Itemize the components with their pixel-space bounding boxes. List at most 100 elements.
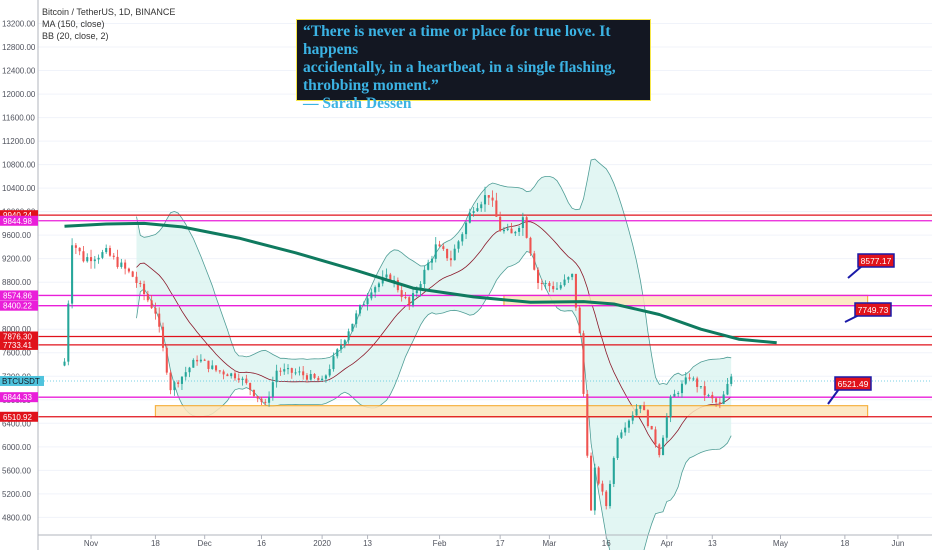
candle-body	[502, 229, 505, 232]
quote-line-3: throbbing moment.”	[303, 77, 439, 94]
candle-body	[692, 378, 695, 380]
candle-body	[510, 228, 513, 234]
candle-body	[567, 277, 570, 280]
candle-body	[74, 245, 77, 248]
candle-body	[559, 285, 562, 289]
candle-body	[184, 372, 187, 377]
candle-body	[340, 345, 343, 350]
candle-body	[370, 292, 373, 299]
candle-body	[139, 283, 142, 285]
candle-body	[249, 383, 252, 390]
candle-body	[230, 373, 233, 377]
candle-body	[279, 370, 282, 372]
x-tick-label: 18	[840, 539, 849, 548]
candle-body	[446, 248, 449, 259]
candle-body	[468, 212, 471, 223]
candle-body	[643, 405, 646, 411]
quote-box[interactable]: “There is never a time or place for true…	[296, 19, 651, 112]
candle-body	[495, 200, 498, 217]
candle-body	[487, 195, 490, 198]
x-tick-label: 17	[496, 539, 505, 548]
candle-body	[518, 228, 521, 232]
candle-body	[536, 269, 540, 284]
candle-body	[218, 370, 221, 372]
candle-body	[101, 252, 104, 258]
y-tick-label: 8800.00	[2, 278, 31, 287]
bollinger-lower	[136, 251, 732, 550]
candle-body	[438, 244, 441, 247]
time-axis[interactable]: Nov 18 Dec 16 2020 13 Feb 17 Mar 16 Apr 13 May 18 Jun	[38, 534, 932, 548]
candle-body	[722, 394, 725, 404]
y-tick-label: 12800.00	[2, 43, 36, 52]
candle-body	[608, 483, 612, 507]
callout-label: 8577.17	[861, 256, 892, 266]
candle-body	[400, 290, 403, 298]
candle-body	[120, 262, 123, 267]
level-price-tag	[0, 210, 38, 221]
candle-body	[207, 360, 210, 369]
candle-body	[108, 248, 112, 256]
candle-body	[404, 297, 407, 299]
candle-body	[165, 347, 168, 373]
candle-body	[154, 308, 157, 314]
candle-body	[574, 273, 577, 308]
candle-body	[158, 313, 161, 327]
candle-body	[533, 253, 536, 270]
symbol-tag	[0, 375, 44, 386]
candle-body	[271, 382, 274, 397]
bollinger-band	[136, 158, 732, 550]
candle-body	[393, 280, 396, 282]
candle-body	[593, 467, 596, 511]
candle-body	[582, 333, 585, 394]
y-tick-label: 5200.00	[2, 490, 31, 499]
ma-legend[interactable]: MA (150, close)	[42, 19, 105, 29]
candle-body	[658, 444, 661, 456]
chart-legend: Bitcoin / TetherUS, 1D, BINANCE MA (150,…	[42, 6, 175, 42]
candle-body	[127, 268, 130, 272]
candle-body	[411, 293, 415, 305]
candle-body	[711, 394, 714, 399]
level-price-label: 7876.30	[3, 333, 32, 342]
candle-body	[552, 286, 555, 290]
candle-body	[131, 271, 134, 277]
bb-legend[interactable]: BB (20, close, 2)	[42, 31, 109, 41]
quote-line-1: “There is never a time or place for true…	[303, 23, 611, 58]
candle-body	[215, 365, 218, 371]
candle-body	[703, 386, 706, 396]
x-tick-label: Feb	[433, 539, 447, 548]
candle-body	[590, 455, 593, 511]
candle-body	[620, 432, 623, 438]
candle-body	[639, 405, 642, 409]
level-price-label: 6844.33	[3, 393, 32, 402]
y-tick-label: 10800.00	[2, 161, 36, 170]
candle-body	[673, 393, 676, 397]
candle-body	[525, 217, 528, 238]
candle-body	[677, 393, 680, 395]
candle-body	[203, 359, 206, 361]
candle-body	[226, 374, 229, 377]
candle-body	[605, 491, 608, 507]
candle-body	[563, 279, 566, 286]
candle-body	[237, 378, 240, 381]
candle-body	[430, 258, 434, 263]
candle-body	[71, 245, 74, 304]
candle-body	[688, 377, 691, 379]
candle-body	[336, 349, 339, 357]
candle-body	[173, 382, 176, 391]
candle-body	[256, 396, 259, 399]
level-price-tag	[0, 392, 38, 403]
candle-body	[696, 378, 699, 387]
symbol-title[interactable]: Bitcoin / TetherUS, 1D, BINANCE	[42, 7, 176, 17]
candle-body	[472, 211, 475, 213]
y-tick-label: 6000.00	[2, 443, 31, 452]
candle-body	[355, 313, 358, 324]
callout-label: 6521.49	[838, 379, 869, 389]
candle-body	[298, 371, 301, 373]
y-tick-label: 9200.00	[2, 255, 31, 264]
candle-body	[116, 256, 119, 267]
price-axis[interactable]: 13200.00 12800.00 12400.00 12000.00 11600.00…	[0, 0, 44, 550]
y-tick-label: 8000.00	[2, 325, 31, 334]
candle-body	[483, 195, 487, 205]
